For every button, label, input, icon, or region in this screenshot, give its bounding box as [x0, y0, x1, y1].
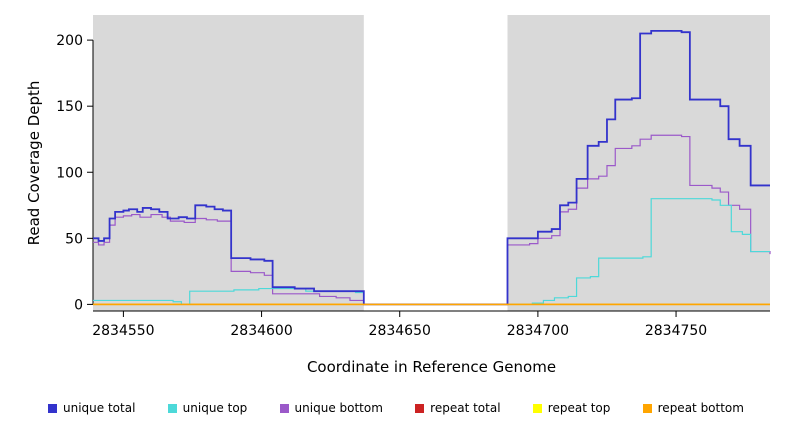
- shaded-region: [507, 15, 770, 311]
- x-tick-label: 2834650: [369, 323, 431, 339]
- series-unique-top: [93, 198, 770, 305]
- legend-swatch-icon: [167, 403, 177, 413]
- series-unique-total: [93, 29, 770, 306]
- chart-legend: unique total unique top unique bottom repea…: [0, 401, 792, 415]
- legend-label: repeat top: [547, 401, 611, 415]
- legend-swatch-icon: [532, 403, 542, 413]
- legend-swatch-icon: [48, 403, 57, 413]
- legend-item-repeat-bottom: repeat bottom: [642, 401, 744, 415]
- legend-item-unique-total: unique total: [48, 401, 135, 415]
- legend-label: repeat bottom: [657, 401, 744, 415]
- y-tick-label: 50: [65, 231, 83, 247]
- legend-swatch-icon: [415, 403, 425, 413]
- coverage-plot-svg: 2834550 2834600 2834650 2834700 2834750 0 50 10…: [56, 15, 771, 339]
- legend-label: repeat total: [430, 401, 501, 415]
- legend-swatch-icon: [642, 403, 652, 413]
- legend-item-repeat-top: repeat top: [532, 401, 611, 415]
- legend-label: unique bottom: [294, 401, 383, 415]
- x-tick-label: 2834600: [230, 323, 292, 339]
- y-tick-label: 100: [56, 165, 83, 181]
- x-tick-label: 2834700: [507, 323, 569, 339]
- shaded-region: [93, 15, 364, 311]
- y-tick-label: 200: [56, 33, 83, 49]
- y-tick-label: 0: [74, 297, 83, 313]
- legend-label: unique top: [182, 401, 248, 415]
- legend-swatch-icon: [279, 403, 289, 413]
- y-tick-label: 150: [56, 99, 83, 115]
- legend-item-unique-top: unique top: [167, 401, 248, 415]
- y-axis-label: Read Coverage Depth: [25, 80, 43, 246]
- x-axis-label: Coordinate in Reference Genome: [306, 358, 557, 376]
- x-tick-label: 2834550: [92, 323, 154, 339]
- legend-item-unique-bottom: unique bottom: [279, 401, 383, 415]
- x-tick-label: 2834750: [645, 323, 707, 339]
- legend-label: unique total: [63, 401, 136, 415]
- legend-item-repeat-total: repeat total: [415, 401, 501, 415]
